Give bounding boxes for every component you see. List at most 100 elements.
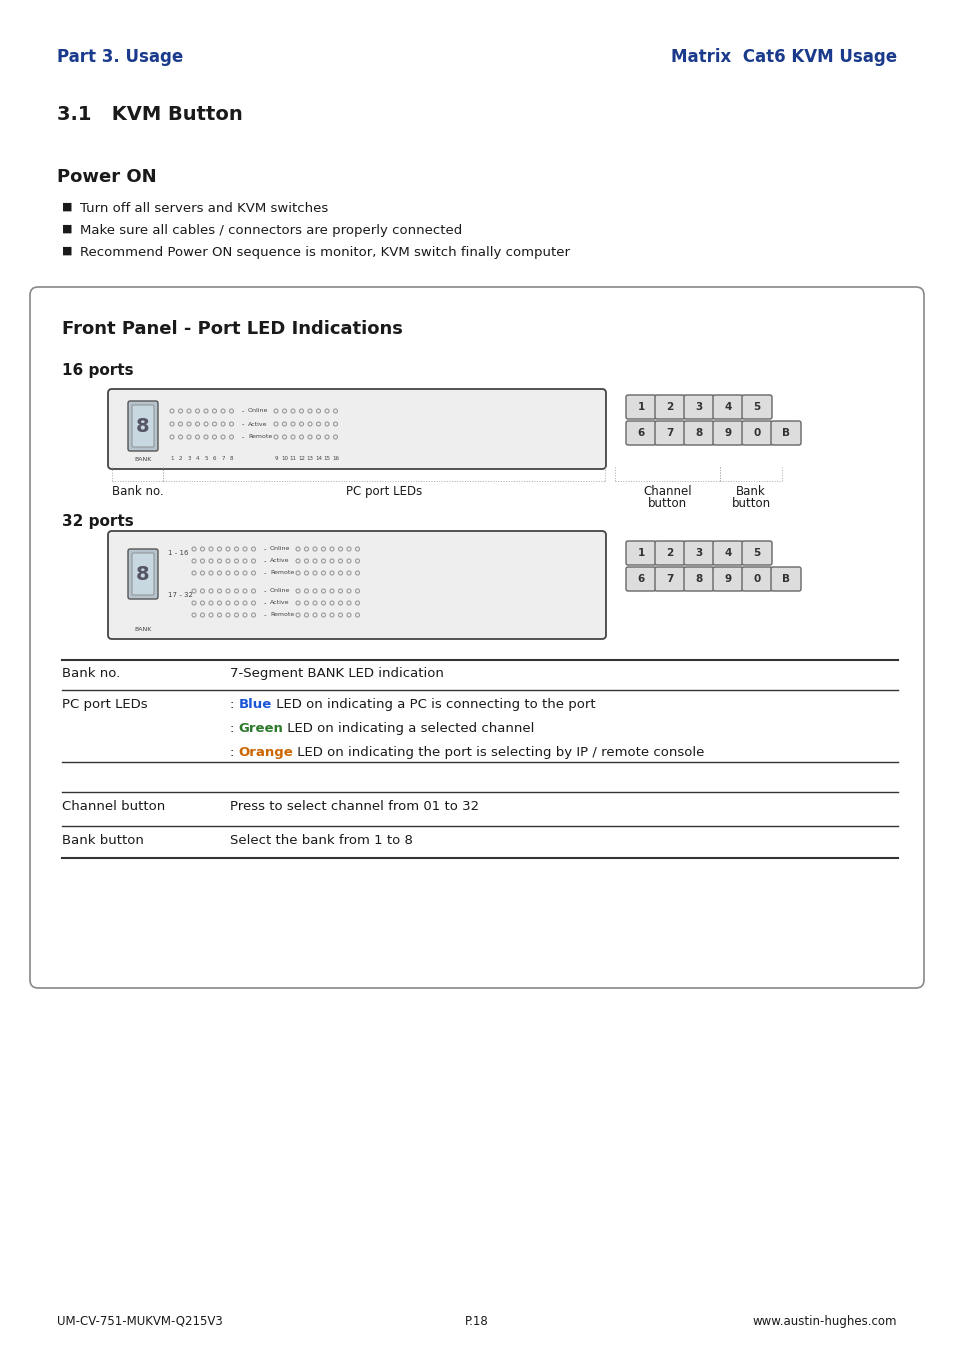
Text: Active: Active [248, 421, 267, 427]
Text: Bank no.: Bank no. [112, 485, 163, 498]
Text: 15: 15 [323, 456, 330, 460]
Text: 32 ports: 32 ports [62, 514, 133, 529]
Text: 2: 2 [178, 456, 182, 460]
Text: Online: Online [270, 547, 290, 552]
FancyBboxPatch shape [655, 396, 684, 418]
Text: BANK: BANK [134, 626, 152, 632]
Text: 7: 7 [665, 428, 673, 437]
FancyBboxPatch shape [683, 421, 713, 446]
Text: LED on indicating a selected channel: LED on indicating a selected channel [283, 722, 535, 734]
FancyBboxPatch shape [128, 401, 158, 451]
FancyBboxPatch shape [712, 567, 742, 591]
Text: 3: 3 [695, 548, 702, 558]
Text: button: button [647, 497, 686, 510]
Text: 11: 11 [289, 456, 296, 460]
Text: 5: 5 [753, 548, 760, 558]
Text: 4: 4 [723, 548, 731, 558]
Text: Press to select channel from 01 to 32: Press to select channel from 01 to 32 [230, 801, 478, 813]
FancyBboxPatch shape [712, 541, 742, 566]
FancyBboxPatch shape [625, 421, 656, 446]
FancyBboxPatch shape [770, 567, 801, 591]
Text: Select the bank from 1 to 8: Select the bank from 1 to 8 [230, 834, 413, 846]
Text: 5: 5 [753, 402, 760, 412]
Text: 4: 4 [723, 402, 731, 412]
FancyBboxPatch shape [683, 541, 713, 566]
FancyBboxPatch shape [683, 396, 713, 418]
Text: 1 - 16: 1 - 16 [168, 549, 189, 556]
Text: 8: 8 [136, 417, 150, 436]
Text: 1: 1 [637, 548, 644, 558]
Text: B: B [781, 428, 789, 437]
FancyBboxPatch shape [108, 389, 605, 468]
Text: :: : [230, 747, 238, 759]
Text: ■: ■ [62, 246, 72, 256]
Text: 13: 13 [306, 456, 314, 460]
FancyBboxPatch shape [625, 541, 656, 566]
Text: Remote: Remote [270, 613, 294, 617]
Text: 9: 9 [723, 428, 731, 437]
FancyBboxPatch shape [712, 421, 742, 446]
Text: ■: ■ [62, 202, 72, 212]
Text: 7: 7 [221, 456, 225, 460]
Text: 16 ports: 16 ports [62, 363, 133, 378]
Text: 14: 14 [314, 456, 322, 460]
Text: Active: Active [270, 559, 289, 563]
Text: Bank: Bank [736, 485, 765, 498]
Text: 5: 5 [204, 456, 208, 460]
Text: -: - [242, 408, 244, 414]
Text: 6: 6 [637, 428, 644, 437]
FancyBboxPatch shape [655, 567, 684, 591]
Text: 3.1   KVM Button: 3.1 KVM Button [57, 105, 242, 124]
FancyBboxPatch shape [132, 554, 153, 595]
Text: Blue: Blue [238, 698, 272, 711]
FancyBboxPatch shape [770, 421, 801, 446]
Text: B: B [781, 574, 789, 585]
Text: P.18: P.18 [465, 1315, 488, 1328]
Text: 6: 6 [637, 574, 644, 585]
Text: PC port LEDs: PC port LEDs [346, 485, 421, 498]
Text: Recommend Power ON sequence is monitor, KVM switch finally computer: Recommend Power ON sequence is monitor, … [80, 246, 569, 259]
Text: -: - [242, 433, 244, 440]
Text: Channel button: Channel button [62, 801, 165, 813]
Text: -: - [264, 570, 266, 576]
Text: Turn off all servers and KVM switches: Turn off all servers and KVM switches [80, 202, 328, 215]
Text: 2: 2 [666, 548, 673, 558]
Text: 8: 8 [695, 428, 702, 437]
Text: 0: 0 [753, 574, 760, 585]
Text: :: : [230, 698, 238, 711]
Text: :: : [230, 722, 238, 734]
Text: Matrix  Cat6 KVM Usage: Matrix Cat6 KVM Usage [670, 49, 896, 66]
FancyBboxPatch shape [108, 531, 605, 639]
Text: Make sure all cables / connectors are properly connected: Make sure all cables / connectors are pr… [80, 224, 462, 238]
Text: Online: Online [248, 409, 268, 413]
Text: Power ON: Power ON [57, 167, 156, 186]
FancyBboxPatch shape [625, 567, 656, 591]
FancyBboxPatch shape [655, 421, 684, 446]
Text: BANK: BANK [134, 458, 152, 462]
FancyBboxPatch shape [741, 567, 771, 591]
Text: 9: 9 [723, 574, 731, 585]
Text: UM-CV-751-MUKVM-Q215V3: UM-CV-751-MUKVM-Q215V3 [57, 1315, 222, 1328]
Text: Green: Green [238, 722, 283, 734]
Text: 3: 3 [187, 456, 191, 460]
Text: 8: 8 [136, 564, 150, 583]
FancyBboxPatch shape [132, 405, 153, 447]
FancyBboxPatch shape [712, 396, 742, 418]
FancyBboxPatch shape [625, 396, 656, 418]
FancyBboxPatch shape [30, 288, 923, 988]
Text: Front Panel - Port LED Indications: Front Panel - Port LED Indications [62, 320, 402, 338]
Text: Active: Active [270, 601, 289, 606]
FancyBboxPatch shape [128, 549, 158, 599]
FancyBboxPatch shape [655, 541, 684, 566]
Text: Bank no.: Bank no. [62, 667, 120, 680]
Text: 12: 12 [297, 456, 305, 460]
Text: 3: 3 [695, 402, 702, 412]
Text: 9: 9 [274, 456, 277, 460]
Text: -: - [264, 589, 266, 594]
Text: -: - [264, 612, 266, 618]
Text: 7-Segment BANK LED indication: 7-Segment BANK LED indication [230, 667, 443, 680]
Text: Channel: Channel [642, 485, 691, 498]
Text: Remote: Remote [248, 435, 272, 440]
Text: www.austin-hughes.com: www.austin-hughes.com [752, 1315, 896, 1328]
Text: Part 3. Usage: Part 3. Usage [57, 49, 183, 66]
